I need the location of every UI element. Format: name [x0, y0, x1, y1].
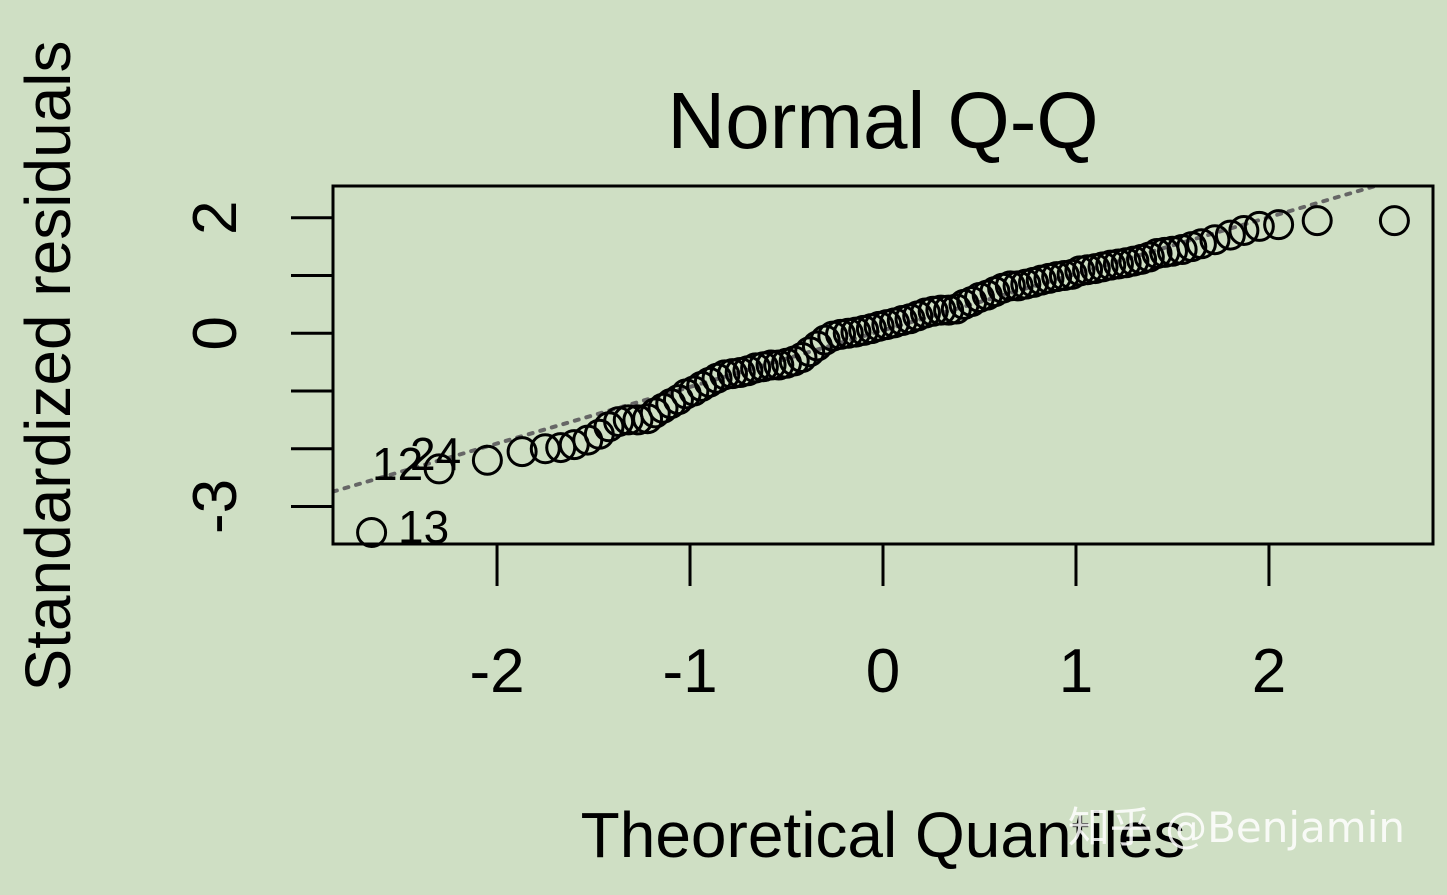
y-tick-label: -3 — [181, 479, 250, 534]
data-point — [1199, 224, 1231, 256]
data-point — [632, 403, 664, 435]
chart-title: Normal Q-Q — [667, 76, 1098, 165]
x-axis-label: Theoretical Quantiles — [581, 799, 1186, 871]
x-tick-label: 2 — [1252, 637, 1286, 706]
data-point — [662, 384, 694, 416]
data-point — [994, 270, 1026, 302]
y-tick-label: 2 — [181, 201, 250, 235]
point-label: 24 — [410, 428, 461, 480]
data-point — [506, 436, 538, 468]
point-label: 13 — [398, 501, 449, 553]
x-tick-label: 0 — [866, 637, 900, 706]
data-point — [1156, 235, 1188, 267]
data-point — [1301, 205, 1333, 237]
data-point — [925, 294, 957, 326]
data-point — [1214, 219, 1246, 251]
data-point — [1263, 209, 1295, 241]
data-point — [622, 404, 654, 436]
data-point — [1243, 210, 1275, 242]
data-point — [647, 392, 679, 424]
data-point — [471, 444, 503, 476]
y-axis-label: Standardized residuals — [12, 40, 84, 691]
x-tick-label: -2 — [469, 637, 524, 706]
data-point — [678, 375, 710, 407]
data-point — [423, 453, 455, 485]
y-tick-label: 0 — [181, 316, 250, 350]
watermark: 知乎 @Benjamin — [1068, 803, 1405, 852]
data-point — [755, 349, 787, 381]
data-point — [1228, 214, 1260, 246]
plot-frame — [331, 184, 1435, 546]
data-point — [786, 341, 818, 373]
data-point — [794, 336, 826, 368]
point-label: 12 — [372, 438, 423, 490]
data-point — [639, 397, 671, 429]
x-tick-label: -1 — [662, 637, 717, 706]
x-tick-label: 1 — [1059, 637, 1093, 706]
data-point — [356, 516, 388, 548]
data-point — [1378, 205, 1410, 237]
data-point — [1185, 228, 1217, 260]
